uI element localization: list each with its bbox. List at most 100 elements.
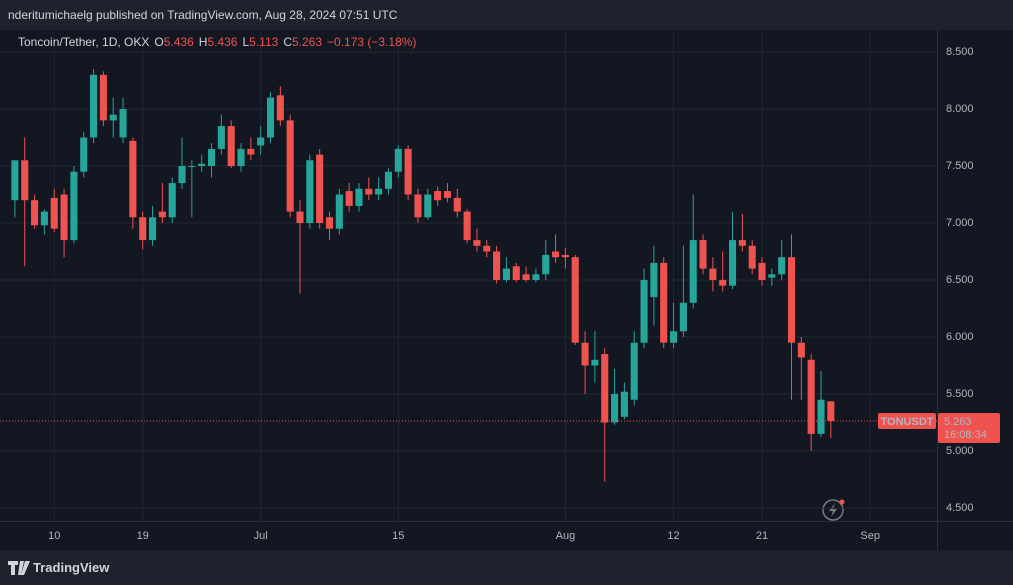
candle-body (483, 245, 491, 252)
ohlc-key: L (242, 35, 250, 49)
price-tag (938, 413, 1000, 444)
candle-body (316, 154, 324, 223)
candle-body (335, 194, 343, 229)
y-tick-label: 8.000 (946, 103, 974, 115)
ohlc-key: C (283, 35, 292, 49)
x-tick-label: 19 (137, 530, 149, 542)
candle-body (40, 211, 48, 226)
ohlc-key: O (154, 35, 164, 49)
ohlc-value: 5.263 (291, 35, 323, 49)
grid (0, 30, 937, 522)
candle-body (296, 211, 304, 223)
candle-body (493, 251, 501, 280)
candle-body (237, 148, 245, 166)
candle-body (542, 254, 550, 275)
candle-body (109, 114, 117, 121)
candle-body (817, 399, 825, 434)
y-tick-label: 7.000 (946, 217, 974, 229)
candle-body (611, 393, 619, 423)
footer-bar: TradingView (0, 550, 1013, 585)
candle-body (463, 211, 471, 241)
candle-body (80, 137, 88, 172)
header-text: nderitumichaelg published on TradingView… (8, 8, 398, 22)
candle-body (178, 165, 186, 184)
candle-body (139, 217, 147, 241)
candle-body (650, 262, 658, 298)
candle-body (60, 194, 68, 241)
candle-body (149, 217, 157, 241)
candle-body (699, 240, 707, 269)
y-tick-label: 7.500 (946, 160, 974, 172)
candle-body (70, 171, 78, 241)
candle-body (453, 197, 461, 212)
ohlc-value: 5.113 (249, 35, 279, 49)
footer-text: TradingView (33, 560, 110, 575)
symbol: Toncoin/Tether, 1D, OKX (18, 35, 150, 49)
candle-body (119, 108, 127, 138)
candle-body (365, 188, 373, 195)
candle-body (276, 95, 284, 121)
ohlc-value: 5.436 (207, 35, 238, 49)
candle-body (758, 262, 766, 280)
candle-body (728, 240, 737, 286)
icon-dot (839, 499, 845, 505)
candle-body (424, 194, 432, 218)
candle-body (630, 342, 638, 400)
candle-body (827, 401, 835, 422)
candle-body (414, 194, 422, 218)
candle-body (90, 74, 98, 138)
plot: 4.500 5.000 5.500 6.000 6.500 7.000 7.500 8.000… (0, 30, 1000, 542)
candle-body (50, 197, 58, 229)
candle-body (640, 279, 648, 343)
y-tick-label: 5.000 (946, 445, 974, 457)
header-bar: nderitumichaelg published on TradingView… (0, 0, 1013, 30)
candle-body (384, 171, 393, 189)
candle-body (719, 279, 727, 286)
y-tick-label: 6.000 (946, 331, 974, 343)
icon-bolt (829, 503, 837, 517)
price-tag-text: 5.263 (944, 416, 972, 428)
candle-body (512, 266, 520, 280)
symbol-tag-text: TONUSDT (881, 416, 934, 428)
candle-body (660, 262, 668, 343)
candle-body (473, 240, 481, 246)
candle-body (355, 188, 363, 206)
change: −0.173 (−3.18%) (327, 35, 417, 49)
candle-body (168, 183, 176, 218)
candle-body (286, 120, 294, 212)
candle-body (532, 274, 540, 280)
candle-body (129, 140, 137, 218)
candle-body (31, 200, 39, 226)
legend: Toncoin/Tether, 1D, OKX O5.436 H5.436 L5.11… (18, 34, 416, 50)
x-tick-label: Aug (556, 530, 576, 542)
icon-ring (822, 499, 844, 521)
candle-body (807, 359, 815, 434)
x-tick-label: Sep (860, 530, 880, 542)
candle-body (591, 359, 599, 366)
candles (11, 69, 835, 482)
ohlc: O5.436 H5.436 L5.113 C5.263 (149, 35, 322, 49)
x-tick-label: 12 (667, 530, 679, 542)
candle-body (99, 74, 107, 121)
logo (8, 561, 30, 575)
candle-body (522, 274, 530, 280)
candle-body (797, 342, 805, 358)
x-tick-label: 10 (48, 530, 60, 542)
candle-body (247, 148, 255, 155)
candle-body (11, 160, 19, 201)
replay-icon[interactable] (822, 499, 845, 521)
candle-body (768, 274, 776, 278)
candle-body (571, 257, 579, 343)
candle-body (404, 148, 412, 195)
candle-body (601, 354, 609, 423)
candle-body (394, 148, 402, 172)
candle-body (434, 191, 442, 201)
ohlc-key: H (198, 35, 208, 49)
candle-body (306, 160, 314, 223)
candle-body (620, 391, 628, 417)
candle-body (217, 126, 225, 149)
candle-body (188, 165, 196, 167)
candle-body (502, 268, 510, 280)
